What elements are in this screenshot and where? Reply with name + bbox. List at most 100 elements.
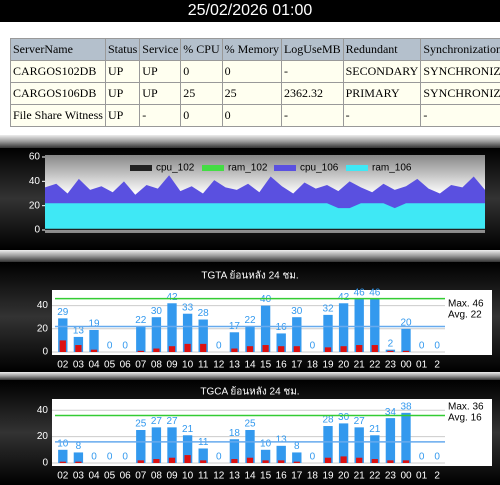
x-tick-label: 03 [73,360,85,371]
bar [198,448,208,463]
value-label: 42 [338,292,350,303]
x-tick-label: 07 [135,471,147,482]
value-label: 0 [122,452,128,463]
value-label: 16 [276,322,288,333]
area [45,228,485,230]
chart-title: TGCA ย้อนหลัง 24 ชม. [200,386,299,398]
legend-label: cpu_102 [156,163,195,174]
y-tick-label: 20 [37,431,49,442]
bar [354,427,364,463]
column-header: Service [139,38,182,61]
cell: SECONDARY [342,60,422,83]
x-tick-label: 20 [338,360,350,371]
column-header: % Memory [221,38,282,61]
bar [292,452,302,463]
table-row: File Share Witness UP -0 0- - - [10,104,500,127]
x-tick-label: 04 [88,360,100,371]
bar [323,314,333,352]
bar [58,449,68,463]
value-label: 40 [260,294,272,305]
y-tick-label: 0 [34,225,40,236]
bar [387,460,394,463]
bar [338,303,349,352]
value-label: 13 [73,326,85,337]
cell: UP [104,104,141,127]
value-label: 32 [322,304,334,315]
cell: CARGOS102DB [10,60,106,83]
x-tick-label: 08 [151,360,163,371]
cell: 0 [221,104,282,127]
y-tick-label: 0 [42,458,48,469]
column-header: % CPU [180,38,223,61]
bar [338,423,349,463]
x-tick-label: 05 [104,360,116,371]
bar [354,298,364,352]
bar [151,427,162,463]
separator [0,135,500,148]
cell: PRIMARY [342,82,422,105]
bar [231,348,238,352]
x-tick-label: 16 [276,360,288,371]
x-tick-label: 16 [276,471,288,482]
bar [246,457,254,463]
bar [182,313,193,352]
bar [73,336,84,352]
x-tick-label: 03 [73,471,85,482]
bar [231,459,238,463]
x-tick-label: 05 [104,471,116,482]
y-tick-label: 60 [29,152,41,163]
value-label: 27 [151,416,163,427]
bar [387,350,394,352]
value-label: 21 [182,424,194,435]
bar [260,305,271,352]
x-tick-label: 15 [260,471,272,482]
column-header: ServerName [10,38,106,61]
bar [370,298,380,352]
bar [200,343,207,352]
value-label: 38 [400,401,412,412]
y-tick-label: 20 [29,200,41,211]
value-label: 2 [388,338,394,349]
cell: SYNCHRONIZED [420,60,500,83]
column-header: Redundant [342,38,422,61]
value-label: 34 [385,407,397,418]
x-tick-label: 23 [385,471,397,482]
bar [59,461,66,463]
value-label: 30 [291,306,303,317]
value-label: 8 [76,441,82,452]
value-label: 28 [322,415,334,426]
bar [356,457,363,463]
legend-swatch [274,165,296,171]
value-label: 0 [107,452,113,463]
bar [401,412,411,463]
legend-swatch [130,165,152,171]
value-label: 13 [276,434,288,445]
bar [136,430,146,463]
x-tick-label: 10 [182,471,194,482]
bar [136,326,146,352]
bar [385,418,396,463]
bar [402,350,410,352]
bar [356,345,363,352]
value-label: 0 [419,452,425,463]
cell: - [280,104,344,127]
reference-label: Avg. 16 [448,413,482,424]
bar [89,329,99,352]
x-tick-label: 01 [416,471,428,482]
cell: - [280,60,344,83]
bar [229,332,240,352]
bar [75,345,82,352]
value-label: 20 [400,317,412,328]
value-label: 46 [354,287,366,298]
value-label: 27 [166,416,178,427]
bar [402,460,410,463]
x-tick-label: 14 [244,471,256,482]
reference-label: Avg. 22 [448,310,482,321]
bar [371,459,378,463]
bar [278,460,285,463]
value-label: 10 [57,438,69,449]
bar [184,343,191,352]
value-label: 25 [135,419,147,430]
